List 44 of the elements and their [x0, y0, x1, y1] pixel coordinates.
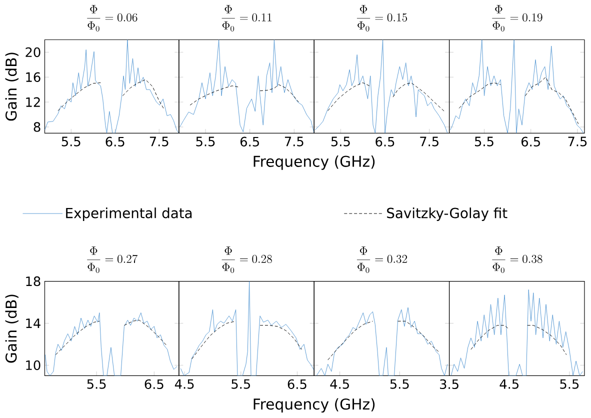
y-tick-label: 10 — [26, 360, 40, 370]
y-axis-title: Gain (dB) — [5, 294, 18, 362]
legend-label: Savitzky-Golay fit — [387, 207, 508, 221]
x-axis-title: Frequency (GHz) — [254, 398, 375, 412]
x-tick-label: 5.5 — [474, 136, 494, 146]
chart-title: $\frac{\Phi}{\Phi_0}=0.06$ — [87, 4, 138, 32]
chart-title: $\frac{\Phi}{\Phi_0}=0.28$ — [222, 246, 272, 273]
y-tick-label: 14 — [26, 318, 40, 328]
chart-title: $\frac{\Phi}{\Phi_0}=0.27$ — [87, 246, 138, 273]
x-tick-label: 5.5 — [390, 379, 409, 389]
y-tick-label: 8 — [34, 122, 40, 132]
x-tick-label: 6.5 — [106, 136, 124, 146]
x-axis-title: Frequency (GHz) — [254, 155, 375, 170]
x-tick-label: 5.5 — [331, 136, 350, 146]
x-tick-label: 4.5 — [174, 379, 194, 389]
x-tick-label: 7.5 — [420, 136, 438, 146]
x-tick-label: 5.5 — [560, 379, 579, 389]
x-tick-label: 6.5 — [376, 136, 394, 146]
line-series — [45, 312, 178, 376]
y-tick-label: 12 — [26, 97, 40, 107]
y-axis-title: Gain (dB) — [5, 52, 18, 120]
x-tick-label: 3.5 — [440, 379, 458, 389]
x-tick-label: 6.5 — [144, 379, 164, 389]
y-tick-label: 20 — [26, 47, 40, 57]
y-tick-label: 16 — [26, 72, 40, 82]
x-tick-label: 4.5 — [330, 379, 349, 389]
chart-title: $\frac{\Phi}{\Phi_0}=0.38$ — [492, 246, 542, 273]
y-tick-label: 18 — [26, 276, 40, 286]
legend-label: Experimental data — [66, 207, 192, 221]
x-tick-label: 5.5 — [62, 136, 80, 146]
chart-title: $\frac{\Phi}{\Phi_0}=0.11$ — [222, 4, 272, 32]
x-tick-label: 4.5 — [500, 379, 518, 389]
chart-title: $\frac{\Phi}{\Phi_0}=0.15$ — [356, 4, 408, 32]
x-tick-label: 6.5 — [288, 379, 306, 389]
chart-title: $\frac{\Phi}{\Phi_0}=0.19$ — [492, 4, 542, 32]
x-tick-label: 5.5 — [232, 379, 250, 389]
x-tick-label: 6.5 — [522, 136, 540, 146]
x-tick-label: 5.5 — [87, 379, 106, 389]
x-tick-label: 6.5 — [240, 136, 259, 146]
x-tick-label: 7.5 — [150, 136, 168, 146]
x-tick-label: 5.5 — [196, 136, 215, 146]
x-tick-label: 7.5 — [284, 136, 304, 146]
x-tick-label: 7.5 — [568, 136, 587, 146]
chart-title: $\frac{\Phi}{\Phi_0}=0.32$ — [356, 246, 408, 273]
